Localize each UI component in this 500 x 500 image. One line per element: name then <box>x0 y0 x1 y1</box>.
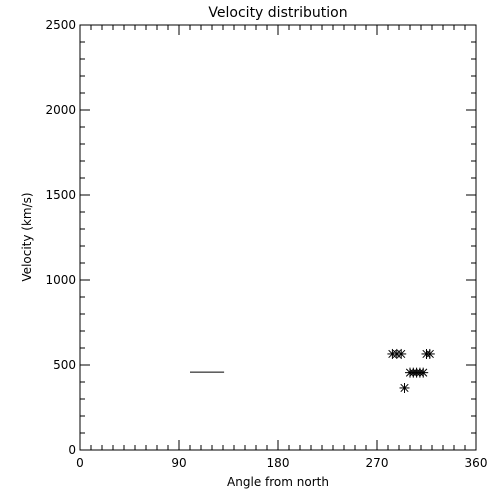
x-axis-label: Angle from north <box>227 475 329 489</box>
x-tick-label: 180 <box>267 456 290 470</box>
x-tick-labels: 0 90 180 270 360 <box>76 456 487 470</box>
axis-ticks <box>79 24 477 451</box>
y-tick-label: 2000 <box>45 103 76 117</box>
plot-frame <box>79 24 477 451</box>
data-point <box>424 348 435 359</box>
asterisk-stroke <box>400 383 409 393</box>
y-tick-label: 0 <box>68 443 76 457</box>
y-tick-label: 1000 <box>45 273 76 287</box>
asterisk-stroke <box>419 368 428 377</box>
asterisk-stroke <box>397 349 406 359</box>
data-point <box>399 382 410 393</box>
chart-title: Velocity distribution <box>208 5 347 21</box>
x-tick-label: 270 <box>366 456 389 470</box>
y-tick-label: 500 <box>53 358 76 372</box>
y-tick-labels: 0 500 1000 1500 2000 2500 <box>45 18 76 457</box>
asterisk-stroke <box>425 349 434 359</box>
data-point <box>418 367 429 378</box>
y-tick-label: 2500 <box>45 18 76 32</box>
data-point <box>396 348 407 359</box>
x-tick-label: 90 <box>171 456 186 470</box>
x-tick-label: 0 <box>76 456 84 470</box>
y-axis-label: Velocity (km/s) <box>20 192 34 281</box>
y-tick-label: 1500 <box>45 188 76 202</box>
data-marks <box>190 348 435 393</box>
x-tick-label: 360 <box>465 456 488 470</box>
